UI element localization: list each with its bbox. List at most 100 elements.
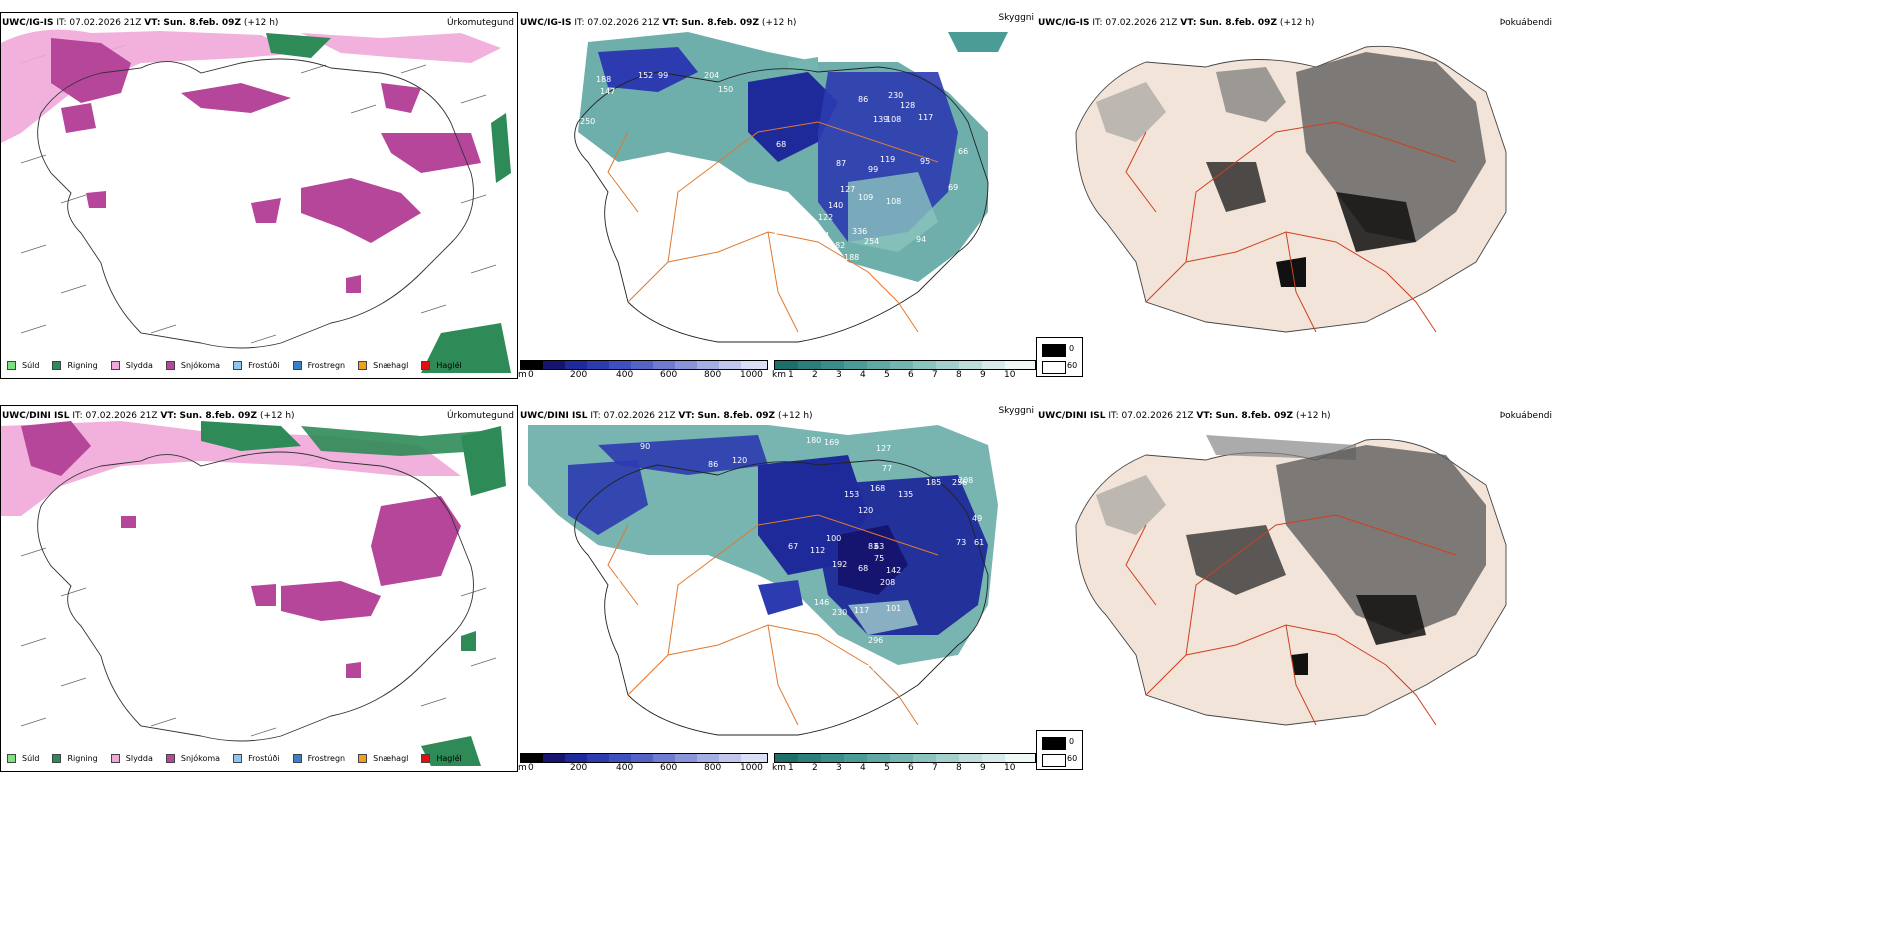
legend-swatch	[7, 361, 16, 370]
ceiling-value: 146	[814, 598, 829, 607]
lead-time: (+12 h)	[1279, 18, 1315, 28]
ceiling-value: 192	[832, 560, 847, 569]
ceiling-value: 83	[868, 542, 878, 551]
legend-label: Haglél	[436, 754, 462, 763]
legend-item: Haglél	[421, 754, 462, 763]
it-value: 07.02.2026 21Z	[1121, 411, 1194, 421]
ceiling-tick: 1000	[740, 370, 763, 379]
fog-legend-label: 0	[1069, 737, 1075, 746]
ceiling-tick: 600	[660, 370, 678, 379]
precip-type-map-canvas	[1, 421, 506, 766]
it-label: IT:	[1092, 18, 1103, 28]
ceiling-value: 112	[810, 546, 825, 555]
vt-value: Sun. 8.feb. 09Z	[179, 411, 258, 421]
fog-legend-label: 0	[1069, 344, 1075, 353]
ceiling-value: 68	[858, 564, 868, 573]
legend-item: Slydda	[110, 754, 153, 763]
visibility-tick: 8	[956, 370, 962, 379]
visibility-tick: 1	[788, 763, 794, 772]
panel-title: Skyggni	[998, 13, 1034, 23]
ceiling-value: 76	[718, 608, 728, 617]
ceiling-value: 254	[864, 237, 879, 246]
vt-value: Sun. 8.feb. 09Z	[681, 18, 759, 28]
panel-title: Skyggni	[998, 406, 1034, 416]
legend-swatch	[358, 754, 368, 763]
legend-label: Snjókoma	[180, 361, 221, 370]
ceiling-value: 120	[773, 227, 788, 236]
ceiling-value: 127	[840, 185, 855, 194]
ceiling-value: 336	[852, 227, 867, 236]
legend-item: Frostregn	[292, 361, 345, 370]
visibility-tick: 7	[932, 763, 938, 772]
ceiling-value: 61	[974, 538, 984, 547]
ceiling-tick: 200	[570, 763, 588, 772]
visibility-tick: 3	[836, 763, 842, 772]
ceiling-unit: m	[518, 763, 527, 772]
precip-type-map-row2: Súld Rigning Slydda Snjókoma Frostúði Fr…	[0, 405, 518, 772]
road-network	[1125, 121, 1457, 333]
visibility-tick: 10	[1004, 370, 1016, 379]
visibility-colorbar-labels: km 1 2 3 4 5 6 7 8 9 10	[772, 370, 1036, 379]
model-name: UWC/IG-IS	[1038, 18, 1090, 28]
legend-swatch	[421, 754, 431, 763]
legend-item: Snæhagl	[358, 754, 408, 763]
visibility-tick: 2	[812, 370, 818, 379]
legend-swatch	[165, 754, 175, 763]
ceiling-value: 296	[868, 636, 883, 645]
vt-value: Sun. 8.feb. 09Z	[1215, 411, 1294, 421]
fog-index-map-row2	[1036, 405, 1556, 772]
legend-item: Frostregn	[292, 754, 345, 763]
legend-item: Snjókoma	[165, 361, 221, 370]
ceiling-visibility-map-row2: 90 86 120 180 169 127 77 168 135 185 208…	[518, 405, 1036, 772]
visibility-tick: 3	[836, 370, 842, 379]
ceiling-value: 140	[828, 201, 843, 210]
road-network	[607, 121, 939, 333]
ceiling-value: 185	[926, 478, 941, 487]
fog-legend-box: 0 60	[1036, 337, 1083, 377]
it-value: 07.02.2026 21Z	[587, 18, 660, 28]
ceiling-unit: m	[518, 370, 527, 379]
legend-swatch	[165, 361, 175, 370]
ceiling-value: 66	[958, 147, 968, 156]
visibility-tick: 6	[908, 370, 914, 379]
ceiling-value: 180	[806, 436, 821, 445]
vt-value: Sun. 8.feb. 09Z	[163, 18, 241, 28]
legend-swatch	[358, 361, 368, 370]
ceiling-value: 120	[858, 506, 873, 515]
ceiling-value: 94	[916, 235, 926, 244]
ceiling-value: 90	[640, 442, 650, 451]
ceiling-value: 139	[873, 115, 888, 124]
vt-label: VT:	[160, 411, 177, 421]
it-label: IT:	[56, 18, 67, 28]
panel-header: UWC/IG-IS IT: 07.02.2026 21Z VT: Sun. 8.…	[2, 18, 278, 28]
ceiling-value: 120	[732, 456, 747, 465]
ceiling-value: 87	[836, 159, 846, 168]
ceiling-value: 108	[886, 197, 901, 206]
ceiling-value: 117	[918, 113, 933, 122]
visibility-tick: 9	[980, 763, 986, 772]
legend-item: Frostúði	[233, 754, 280, 763]
ceiling-tick: 400	[616, 370, 634, 379]
fog-legend-label: 60	[1067, 361, 1078, 370]
ceiling-value: 99	[868, 165, 878, 174]
ceiling-value: 256	[952, 478, 967, 487]
ceiling-tick: 600	[660, 763, 678, 772]
lead-time: (+12 h)	[259, 411, 295, 421]
lead-time: (+12 h)	[761, 18, 797, 28]
it-label: IT:	[72, 411, 83, 421]
fog-swatch-black	[1042, 344, 1066, 357]
ceiling-colorbar-labels: m 0 200 400 600 800 1000	[518, 370, 778, 379]
visibility-tick: 5	[884, 763, 890, 772]
vt-label: VT:	[662, 18, 679, 28]
legend-swatch	[52, 754, 62, 763]
visibility-unit: km	[772, 763, 786, 772]
legend-label: Frostúði	[248, 754, 280, 763]
ceiling-value: 182	[830, 241, 845, 250]
legend-label: Rigning	[67, 361, 98, 370]
model-name: UWC/DINI ISL	[1038, 411, 1106, 421]
ceiling-value: 117	[854, 606, 869, 615]
legend-swatch	[233, 361, 243, 370]
precip-type-map-row1: Súld Rigning Slydda Snjókoma Frostúði Fr…	[0, 12, 518, 379]
fog-swatch-white	[1042, 361, 1066, 374]
model-name: UWC/DINI ISL	[520, 411, 588, 421]
